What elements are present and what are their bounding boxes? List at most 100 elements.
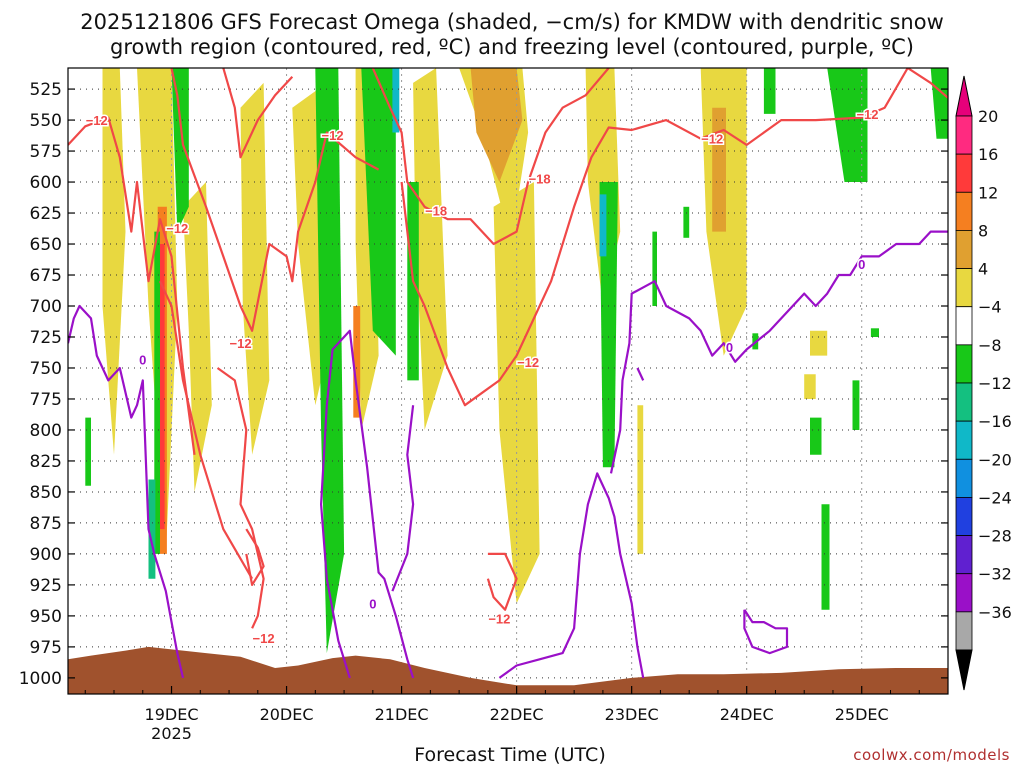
dgz-label-2: −12 [230,336,252,351]
freezing-contour-2 [391,405,415,592]
y-tick-label-700: 700 [30,297,62,317]
omega-region-3 [240,82,270,455]
y-tick-label-750: 750 [30,359,62,379]
y-tick-label-950: 950 [30,607,62,627]
dgz-contour-2 [222,68,294,159]
dendritic-growth-contours: −12 −12 −12 −12 −12 −18 −18 −12 −12 −12 −12 [68,68,948,648]
x-tick-label-20DEC: 20DEC [260,705,314,724]
omega-region-17 [160,244,165,530]
dgz-label-5: −18 [425,204,447,219]
dgz-contour-7 [245,528,265,587]
omega-region-34 [85,417,91,486]
omega-region-31 [852,380,860,430]
dgz-label-0: −12 [86,113,108,128]
y-tick-label-850: 850 [30,483,62,503]
y-axis: 525 550 575 600 625 650 675 700 725 750 775 800 825 8… [19,80,948,689]
omega-region-18 [353,306,361,418]
colorbar-label-12: −32 [978,565,1012,584]
y-tick-label-775: 775 [30,390,62,410]
y-tick-label-800: 800 [30,421,62,441]
colorbar-swatch-3 [955,230,973,269]
freezing-contour-0 [68,304,185,679]
omega-region-15 [712,107,726,232]
freezing-contour-1 [320,329,415,679]
omega-region-38 [599,194,607,257]
x-tick-label-25DEC: 25DEC [835,705,889,724]
colorbar-label-5: −4 [978,298,1002,317]
colorbar: 20 16 12 8 4 −4 −8 −12 −16 −20 −24 −28 −32 −36 [955,75,1012,691]
x-tick-label-23DEC: 23DEC [605,705,659,724]
dgz-contour-8 [486,552,518,611]
terrain-fill [68,646,948,694]
colorbar-swatch-7 [955,382,973,422]
freezing-contour-6 [743,609,789,655]
y-tick-label-550: 550 [30,111,62,131]
colorbar-bottom-arrow [955,649,973,691]
omega-region-24 [683,206,690,238]
colorbar-swatch-1 [955,153,973,193]
colorbar-label-13: −36 [978,603,1012,622]
colorbar-label-0: 20 [978,107,998,126]
site-credit: coolwx.com/models [853,746,1010,764]
terrain [68,646,948,694]
omega-region-14 [470,68,523,182]
dgz-label-10: −12 [856,107,878,122]
colorbar-swatch-4 [955,268,973,308]
colorbar-swatch-9 [955,458,973,498]
omega-region-26 [763,68,776,114]
colorbar-swatch-6 [955,344,973,384]
colorbar-label-7: −12 [978,374,1012,393]
y-tick-label-725: 725 [30,328,62,348]
freezing-level-contours: 0 0 0 0 [68,230,948,679]
x-tick-label-22DEC: 22DEC [490,705,544,724]
omega-region-28 [930,68,948,139]
colorbar-swatch-0 [955,115,973,155]
colorbar-label-6: −8 [978,336,1002,355]
freezing-contour-5 [636,367,645,381]
y-tick-label-825: 825 [30,452,62,472]
x-axis-label: Forecast Time (UTC) [414,744,606,766]
omega-region-25 [652,231,657,306]
gridlines [68,68,948,694]
colorbar-label-1: 16 [978,145,998,164]
freezing-label-3: 0 [858,257,865,272]
x-tick-label-21DEC: 21DEC [375,705,429,724]
y-tick-label-625: 625 [30,204,62,224]
colorbar-swatch-12 [955,573,973,613]
dgz-contour-6 [216,367,265,629]
x-tick-label-19DEC: 19DEC [145,705,199,724]
colorbar-label-8: −16 [978,412,1012,431]
colorbar-label-4: 4 [978,260,988,279]
freezing-contour-4 [609,230,948,474]
omega-region-10 [637,405,644,554]
omega-region-19 [171,68,189,232]
omega-region-30 [821,504,830,610]
dgz-label-4: −12 [322,128,344,143]
dgz-label-8: −12 [488,611,510,626]
colorbar-swatch-11 [955,535,973,575]
omega-region-13 [804,374,816,399]
omega-region-35 [154,231,160,554]
omega-region-27 [827,68,868,182]
colorbar-label-10: −24 [978,488,1012,507]
x-tick-sublabel-19DEC: 2025 [151,724,192,743]
dgz-contour-5 [400,68,948,407]
dgz-label-1: −12 [166,221,188,236]
colorbar-swatch-2 [955,191,973,231]
colorbar-label-2: 12 [978,183,998,202]
dgz-label-6: −18 [529,171,551,186]
dgz-contour-4 [371,68,610,246]
dgz-contour-1 [170,68,380,332]
y-tick-label-525: 525 [30,80,62,100]
freezing-label-2: 0 [726,340,733,355]
plot-frame [67,67,949,695]
colorbar-swatch-10 [955,497,973,536]
omega-region-29 [810,417,822,455]
omega-region-33 [870,328,879,337]
y-tick-label-600: 600 [30,173,62,193]
omega-region-20 [315,68,345,654]
colorbar-label-11: −28 [978,527,1012,546]
omega-region-12 [810,330,828,356]
